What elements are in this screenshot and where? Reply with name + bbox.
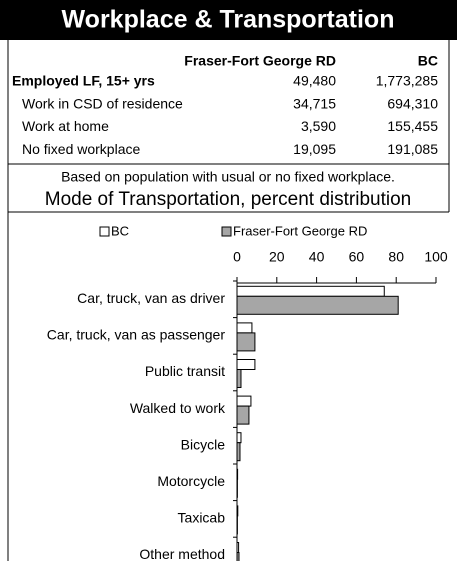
cell: 155,455 xyxy=(387,118,438,134)
cell: 49,480 xyxy=(293,73,336,89)
y-tick-label: Public transit xyxy=(145,363,225,379)
bar xyxy=(236,359,256,370)
x-tick-label: 80 xyxy=(388,249,404,265)
bar xyxy=(236,442,241,462)
legend-swatch xyxy=(99,226,110,237)
row-label: Work in CSD of residence xyxy=(22,95,183,111)
bar xyxy=(236,432,242,444)
bar xyxy=(236,322,253,334)
y-tick-label: Car, truck, van as passenger xyxy=(47,327,226,343)
y-tick-label: Walked to work xyxy=(130,400,226,416)
cell: 1,773,285 xyxy=(376,73,438,89)
row-label: Employed LF, 15+ yrs xyxy=(12,73,155,89)
cell: 34,715 xyxy=(293,95,336,111)
bar xyxy=(236,505,239,517)
bar xyxy=(236,405,250,425)
x-tick-label: 0 xyxy=(233,249,241,265)
column-header: Fraser-Fort George RD xyxy=(184,53,336,69)
header-bar xyxy=(0,0,457,40)
bar xyxy=(236,285,385,297)
legend-swatch xyxy=(221,226,232,237)
column-header: BC xyxy=(418,53,438,69)
cell: 19,095 xyxy=(293,141,336,157)
y-tick-label: Other method xyxy=(139,546,225,561)
cell: 191,085 xyxy=(387,141,438,157)
bar xyxy=(236,332,256,352)
page-title: Workplace & Transportation xyxy=(62,6,395,34)
bar xyxy=(236,395,252,407)
bar xyxy=(236,369,242,388)
x-tick-label: 100 xyxy=(424,249,448,265)
x-tick-label: 20 xyxy=(269,249,285,265)
x-tick-label: 60 xyxy=(349,249,365,265)
legend-label: Fraser-Fort George RD xyxy=(233,223,367,238)
y-tick-label: Bicycle xyxy=(181,436,226,452)
table-note: Based on population with usual or no fix… xyxy=(61,169,395,185)
row-label: Work at home xyxy=(22,118,109,134)
bar xyxy=(236,542,240,553)
y-tick-label: Car, truck, van as driver xyxy=(77,290,225,306)
bar xyxy=(236,552,240,561)
y-tick-label: Taxicab xyxy=(178,510,226,526)
row-label: No fixed workplace xyxy=(22,141,140,157)
legend-label: BC xyxy=(111,223,129,238)
bar xyxy=(236,295,399,315)
bar xyxy=(236,468,239,480)
y-tick-label: Motorcycle xyxy=(157,473,225,489)
chart-title: Mode of Transportation, percent distribu… xyxy=(45,189,411,210)
x-tick-label: 40 xyxy=(309,249,325,265)
cell: 694,310 xyxy=(387,95,438,111)
cell: 3,590 xyxy=(301,118,336,134)
